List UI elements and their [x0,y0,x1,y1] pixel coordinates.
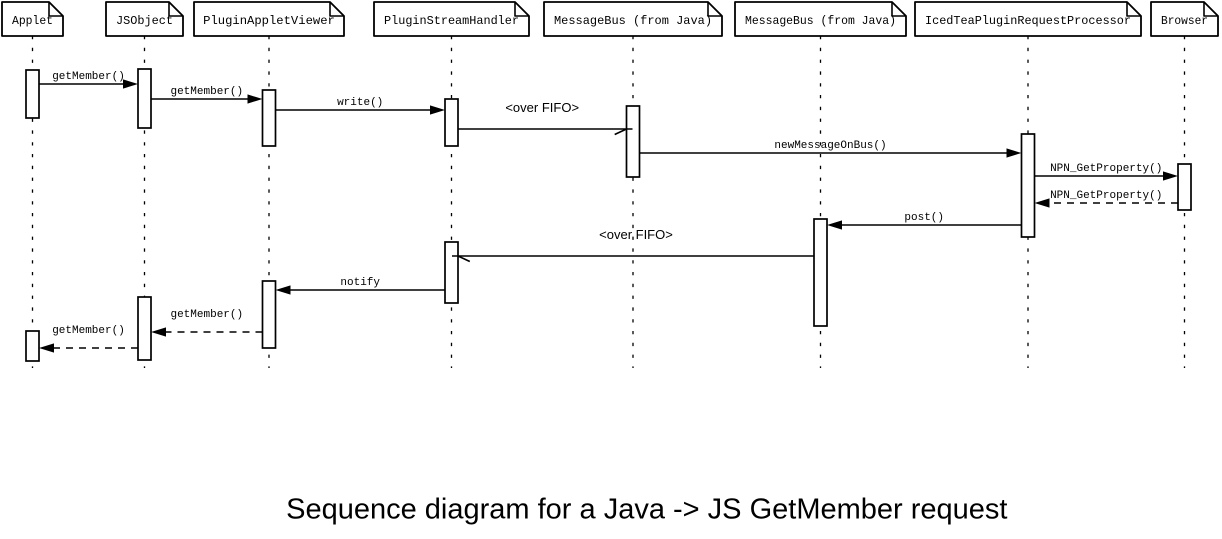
svg-text:getMember(): getMember() [170,309,243,321]
svg-text:MessageBus (from Java): MessageBus (from Java) [554,14,712,28]
svg-text:NPN_GetProperty(): NPN_GetProperty() [1050,190,1162,202]
svg-text:PluginStreamHandler: PluginStreamHandler [384,14,519,28]
svg-text:Browser: Browser [1161,14,1208,28]
svg-text:getMember(): getMember() [52,325,125,337]
svg-text:post(): post() [904,212,944,224]
svg-text:notify: notify [340,277,380,289]
svg-text:MessageBus (from Java): MessageBus (from Java) [745,14,896,28]
svg-text:getMember(): getMember() [170,86,243,98]
svg-text:getMember(): getMember() [52,71,125,83]
svg-text:Sequence diagram for a Java ->: Sequence diagram for a Java -> JS GetMem… [286,494,1007,526]
svg-text:<over FIFO>: <over FIFO> [505,100,579,115]
svg-text:Applet: Applet [12,14,53,28]
svg-text:newMessageOnBus(): newMessageOnBus() [774,140,886,152]
svg-text:<over FIFO>: <over FIFO> [599,227,673,242]
svg-text:NPN_GetProperty(): NPN_GetProperty() [1050,163,1162,175]
svg-text:IcedTeaPluginRequestProcessor: IcedTeaPluginRequestProcessor [925,14,1131,28]
svg-text:PluginAppletViewer: PluginAppletViewer [203,14,335,28]
svg-text:write(): write() [337,97,383,109]
svg-text:JSObject: JSObject [116,14,173,28]
